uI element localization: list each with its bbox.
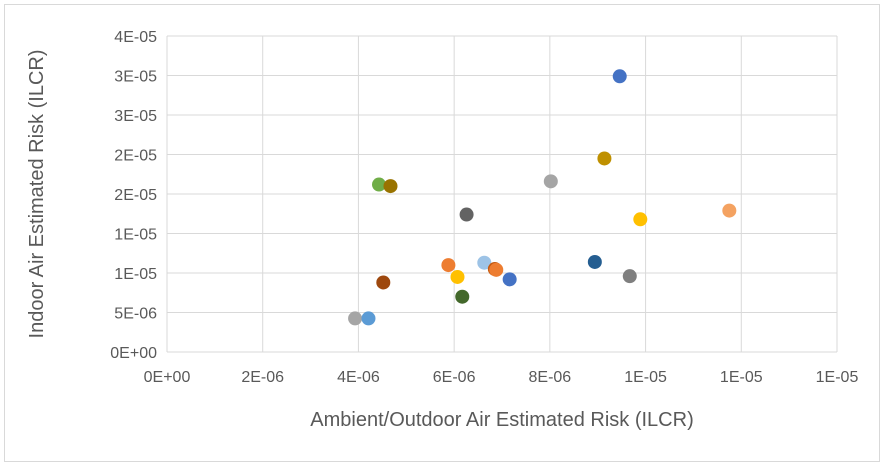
y-tick-label: 3E-05 <box>114 69 157 86</box>
y-tick-label: 4E-05 <box>114 29 157 46</box>
data-points <box>348 69 737 326</box>
data-point <box>543 174 558 189</box>
data-point <box>502 272 517 287</box>
y-tick-label: 2E-05 <box>114 148 157 165</box>
data-point <box>459 207 474 222</box>
data-point <box>383 179 398 194</box>
x-tick-label: 4E-06 <box>337 369 380 386</box>
data-point <box>361 311 376 326</box>
data-point <box>612 69 627 84</box>
x-tick-label: 1E-05 <box>720 369 763 386</box>
data-point <box>587 254 602 269</box>
data-point <box>622 269 637 284</box>
y-tick-label: 0E+00 <box>110 345 157 362</box>
y-tick-label: 3E-05 <box>114 108 157 125</box>
x-axis-title: Ambient/Outdoor Air Estimated Risk (ILCR… <box>310 409 693 431</box>
data-point <box>455 289 470 304</box>
x-tick-label: 0E+00 <box>144 369 191 386</box>
data-point <box>376 275 391 290</box>
x-axis-tick-labels: 0E+00 2E-06 4E-06 6E-06 8E-06 1E-05 1E-05 1E-05 <box>144 369 859 386</box>
y-tick-label: 5E-06 <box>114 306 157 323</box>
y-tick-label: 1E-05 <box>114 227 157 244</box>
x-tick-label: 6E-06 <box>433 369 476 386</box>
data-point <box>348 311 363 326</box>
y-axis-tick-labels: 0E+00 5E-06 1E-05 1E-05 2E-05 2E-05 3E-05 3E-05… <box>110 29 157 362</box>
data-point <box>450 269 465 284</box>
y-tick-label: 1E-05 <box>114 266 157 283</box>
data-point <box>372 177 387 192</box>
x-tick-label: 1E-05 <box>624 369 667 386</box>
y-axis-title: Indoor Air Estimated Risk (ILCR) <box>26 50 48 339</box>
chart-area: 0E+00 2E-06 4E-06 6E-06 8E-06 1E-05 1E-05 1E-05… <box>4 4 880 462</box>
data-point <box>489 262 504 277</box>
data-point <box>441 258 456 273</box>
data-point <box>597 151 612 166</box>
scatter-chart: 0E+00 2E-06 4E-06 6E-06 8E-06 1E-05 1E-05 1E-05… <box>26 29 859 431</box>
data-point <box>477 255 492 270</box>
x-tick-label: 8E-06 <box>529 369 572 386</box>
x-tick-label: 2E-06 <box>241 369 284 386</box>
y-tick-label: 2E-05 <box>114 187 157 204</box>
gridlines <box>166 35 838 353</box>
data-point <box>633 212 648 227</box>
x-tick-label: 1E-05 <box>816 369 859 386</box>
data-point <box>722 203 737 218</box>
